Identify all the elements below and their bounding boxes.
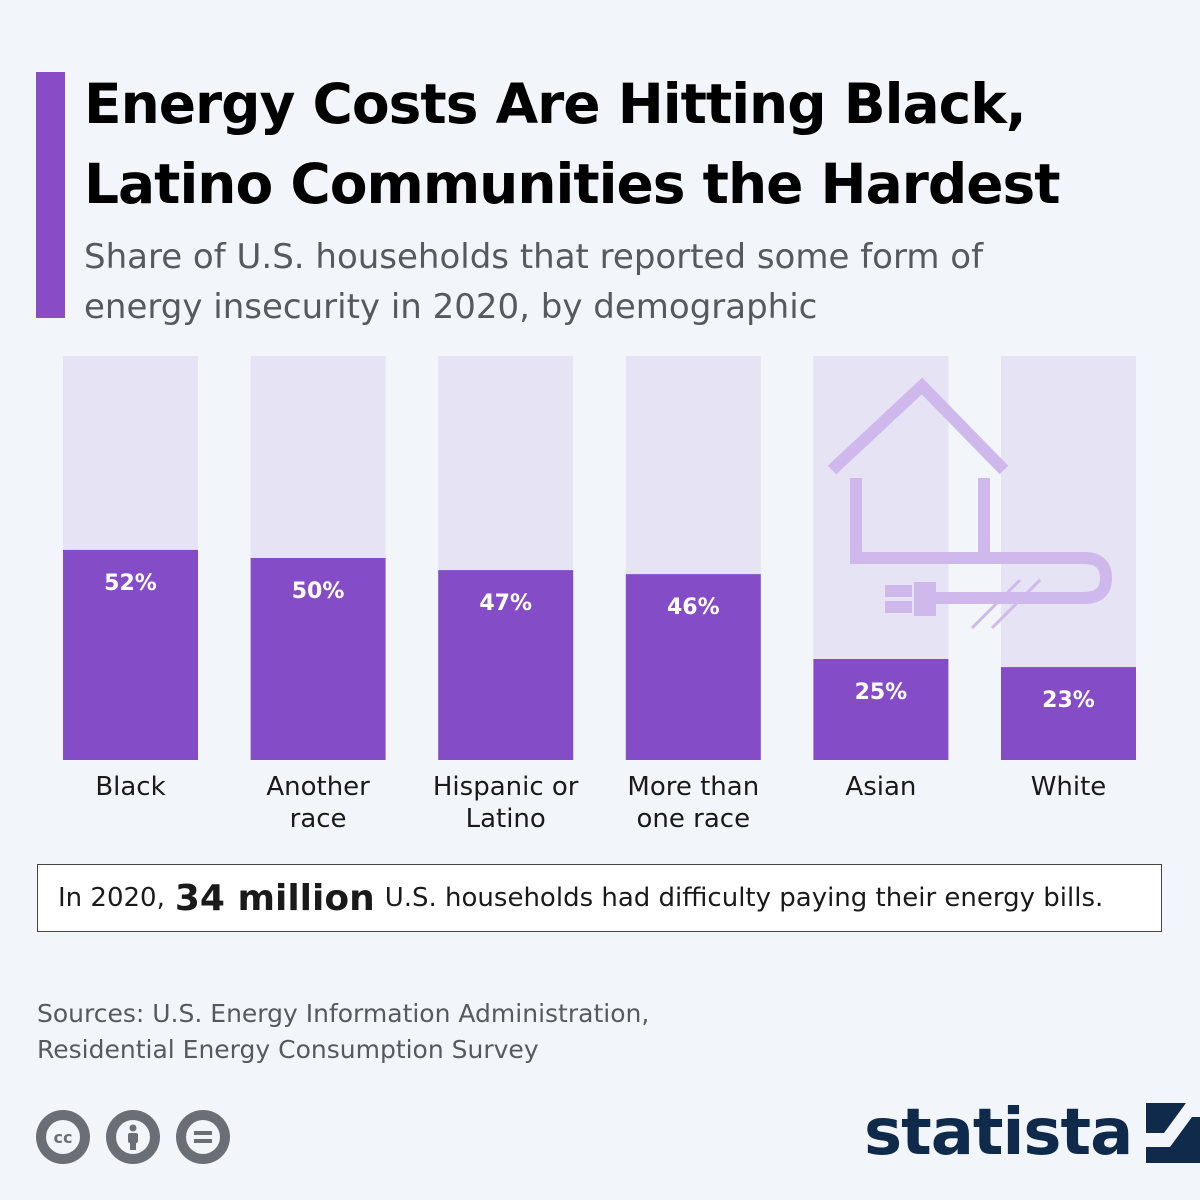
chart-subtitle: Share of U.S. households that reported s… xyxy=(84,237,984,327)
category-label: Another race xyxy=(266,772,370,834)
bar xyxy=(813,659,949,760)
sources: Sources: U.S. Energy Information Adminis… xyxy=(37,996,837,1068)
bar-value-label: 52% xyxy=(104,571,157,596)
statista-logo[interactable]: statista xyxy=(864,1098,1200,1168)
logo-text: statista xyxy=(864,1096,1133,1170)
bar xyxy=(625,574,761,760)
bar-value-label: 50% xyxy=(292,579,345,604)
bar xyxy=(1001,667,1136,760)
note-suffix: U.S. households had difficulty paying th… xyxy=(384,883,1104,913)
bar-value-label: 46% xyxy=(667,595,720,620)
bar-value-label: 47% xyxy=(479,591,532,616)
svg-text:cc: cc xyxy=(54,1128,73,1147)
note-prefix: In 2020, xyxy=(58,883,165,913)
license-icons: cc xyxy=(36,1110,230,1164)
note-highlight: 34 million xyxy=(174,877,375,919)
no-derivatives-icon[interactable] xyxy=(176,1110,230,1164)
category-label: More than one race xyxy=(627,772,759,834)
bar-chart: 52% Black 50% Another race 47% Hispanic or Lati… xyxy=(63,356,1136,834)
logo-mark-icon xyxy=(1146,1103,1200,1163)
sources-line-2: Residential Energy Consumption Survey xyxy=(37,1035,539,1064)
note-box: In 2020, 34 million U.S. households had … xyxy=(37,864,1162,932)
bar xyxy=(63,549,198,760)
bar xyxy=(438,570,574,760)
category-label: Asian xyxy=(845,772,916,802)
accent-bar xyxy=(36,72,65,318)
category-label: Black xyxy=(95,772,165,802)
cc-icon[interactable]: cc xyxy=(36,1110,90,1164)
bar-value-label: 23% xyxy=(1042,688,1095,713)
bar xyxy=(250,558,386,760)
attribution-icon[interactable] xyxy=(106,1110,160,1164)
category-label: Hispanic or Latino xyxy=(433,772,579,834)
category-label: White xyxy=(1031,772,1107,802)
sources-line-1: Sources: U.S. Energy Information Adminis… xyxy=(37,999,650,1028)
chart-title: Energy Costs Are Hitting Black, Latino C… xyxy=(84,72,1061,216)
bar-value-label: 25% xyxy=(855,680,908,705)
house-plug-icon xyxy=(827,377,1113,630)
